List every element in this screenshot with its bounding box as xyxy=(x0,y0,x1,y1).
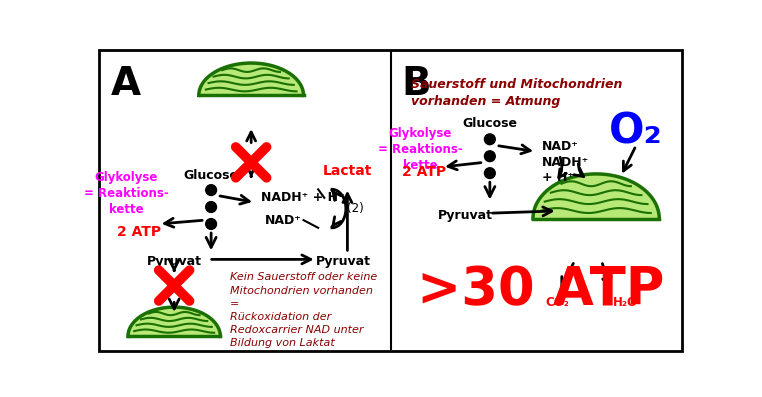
Text: Pyruvat: Pyruvat xyxy=(146,255,202,268)
Circle shape xyxy=(206,219,216,229)
Circle shape xyxy=(485,168,495,179)
Text: O₂: O₂ xyxy=(610,111,663,152)
Text: Lactat: Lactat xyxy=(323,164,372,178)
Text: Pyruvat: Pyruvat xyxy=(437,208,493,222)
Text: Pyruvat: Pyruvat xyxy=(316,255,371,268)
Text: NADH⁺
+ H⁺: NADH⁺ + H⁺ xyxy=(543,156,590,184)
Text: NAD⁺: NAD⁺ xyxy=(265,214,302,227)
Text: 2 ATP: 2 ATP xyxy=(117,225,162,239)
Circle shape xyxy=(206,185,216,195)
Text: Sauerstoff und Mitochondrien
vorhanden = Atmung: Sauerstoff und Mitochondrien vorhanden =… xyxy=(411,78,623,108)
Text: Glykolyse
= Reaktions-
kette: Glykolyse = Reaktions- kette xyxy=(378,127,463,172)
Text: (2): (2) xyxy=(347,202,364,215)
Text: Glucose: Glucose xyxy=(184,170,239,182)
Text: NAD⁺: NAD⁺ xyxy=(543,141,579,154)
Text: >30 ATP: >30 ATP xyxy=(417,265,664,317)
Text: 2 ATP: 2 ATP xyxy=(402,166,447,179)
Text: H₂O: H₂O xyxy=(613,296,638,308)
Text: NADH⁺ + H⁺: NADH⁺ + H⁺ xyxy=(261,191,344,204)
Text: Kein Sauerstoff oder keine
Mitochondrien vorhanden
=
Rückoxidation der
Redoxcarr: Kein Sauerstoff oder keine Mitochondrien… xyxy=(229,272,377,349)
Text: B: B xyxy=(402,65,431,102)
Text: Glucose: Glucose xyxy=(463,117,517,130)
Polygon shape xyxy=(128,307,220,336)
Circle shape xyxy=(485,134,495,145)
Text: A: A xyxy=(111,65,141,102)
Circle shape xyxy=(485,151,495,162)
Polygon shape xyxy=(533,174,659,219)
Circle shape xyxy=(206,202,216,212)
Polygon shape xyxy=(199,63,303,95)
Text: Glykolyse
= Reaktions-
kette: Glykolyse = Reaktions- kette xyxy=(84,171,169,216)
Text: CO₂: CO₂ xyxy=(546,296,569,308)
